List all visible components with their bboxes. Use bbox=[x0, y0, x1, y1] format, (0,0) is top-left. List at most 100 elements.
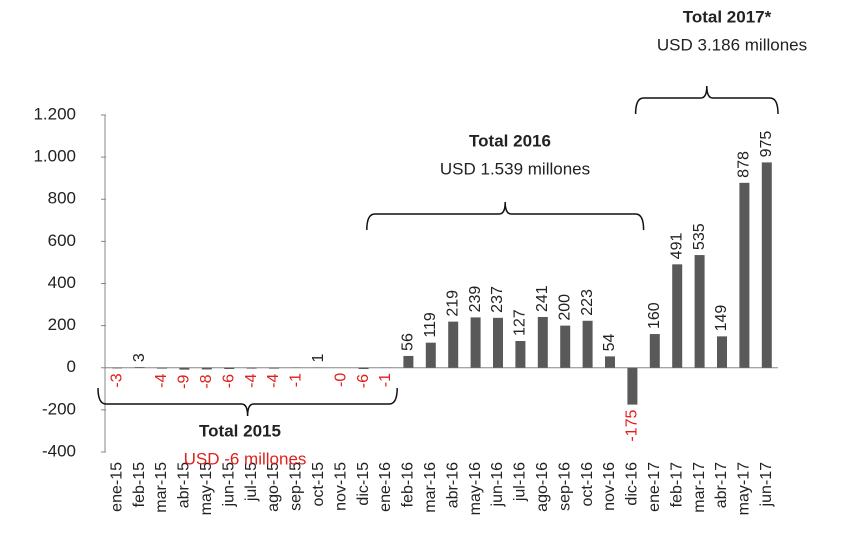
value-label: 119 bbox=[422, 312, 439, 338]
bar bbox=[134, 367, 145, 368]
bar bbox=[717, 336, 727, 368]
bar bbox=[269, 367, 279, 369]
y-tick-label: 400 bbox=[48, 273, 76, 292]
x-tick-label: feb-17 bbox=[668, 462, 685, 507]
value-label: 200 bbox=[556, 294, 573, 321]
bar bbox=[425, 342, 436, 368]
value-label: 219 bbox=[444, 290, 461, 317]
x-tick-label: sep-15 bbox=[288, 462, 305, 511]
value-label: 975 bbox=[758, 131, 775, 158]
bar bbox=[649, 334, 660, 368]
x-tick-label: jul-16 bbox=[512, 462, 529, 502]
x-tick-label: oct-16 bbox=[579, 462, 596, 507]
x-tick-label: dic-16 bbox=[624, 462, 641, 506]
x-tick-label: ene-16 bbox=[377, 462, 394, 512]
value-label: -0 bbox=[332, 373, 349, 387]
value-label: 491 bbox=[668, 233, 685, 260]
x-tick-label: may-17 bbox=[736, 462, 753, 515]
x-tick-label: abr-17 bbox=[713, 462, 730, 508]
annotation-title: Total 2017* bbox=[683, 7, 772, 26]
x-tick-label: mar-16 bbox=[422, 462, 439, 513]
y-tick-label: 1.000 bbox=[33, 147, 76, 166]
bar bbox=[403, 355, 414, 368]
annotation-text: USD 1.539 millones bbox=[440, 159, 590, 178]
y-tick-label: 0 bbox=[67, 357, 76, 376]
bar bbox=[157, 367, 167, 369]
annotation-title: Total 2015 bbox=[199, 421, 281, 440]
value-label: -4 bbox=[243, 373, 260, 387]
x-tick-label: feb-16 bbox=[400, 462, 417, 507]
x-tick-label: jun-16 bbox=[489, 462, 506, 508]
bar bbox=[493, 317, 503, 368]
value-label: -1 bbox=[377, 373, 394, 387]
y-tick-label: 800 bbox=[48, 189, 76, 208]
bar bbox=[761, 162, 772, 368]
x-tick-label: sep-16 bbox=[556, 462, 573, 511]
x-tick-label: nov-15 bbox=[332, 462, 349, 511]
value-label: -6 bbox=[355, 374, 372, 388]
value-label: 56 bbox=[400, 333, 417, 351]
annotation-text: USD -6 millones bbox=[184, 449, 307, 468]
value-label: -175 bbox=[624, 410, 641, 442]
x-tick-label: may-15 bbox=[198, 462, 215, 515]
bar bbox=[112, 367, 123, 369]
x-tick-label: may-16 bbox=[467, 462, 484, 515]
bar bbox=[627, 367, 638, 405]
annotation-title: Total 2016 bbox=[469, 131, 551, 150]
x-tick-label: ene-17 bbox=[646, 462, 663, 512]
bar bbox=[672, 264, 683, 368]
value-label: -8 bbox=[198, 374, 215, 388]
x-tick-label: nov-16 bbox=[601, 462, 618, 511]
value-label: 149 bbox=[713, 305, 730, 332]
bar bbox=[582, 320, 593, 368]
value-label: 878 bbox=[736, 151, 753, 178]
annotation-text: USD 3.186 millones bbox=[657, 35, 807, 54]
y-tick-label: 1.200 bbox=[33, 104, 76, 123]
x-tick-label: abr-15 bbox=[176, 462, 193, 508]
brace bbox=[97, 387, 398, 417]
bar bbox=[448, 321, 459, 368]
bar bbox=[739, 182, 750, 368]
y-tick-label: -400 bbox=[42, 441, 76, 460]
brace bbox=[366, 201, 645, 231]
bar bbox=[201, 367, 212, 370]
value-label: -9 bbox=[176, 375, 193, 389]
bar bbox=[470, 317, 481, 368]
x-tick-label: mar-17 bbox=[691, 462, 708, 513]
value-label: 239 bbox=[467, 286, 484, 313]
x-tick-label: jul-15 bbox=[243, 462, 260, 502]
value-label: 127 bbox=[512, 309, 529, 336]
value-label: -1 bbox=[288, 373, 305, 387]
value-label: 223 bbox=[579, 289, 596, 316]
x-tick-label: ago-16 bbox=[534, 462, 551, 512]
x-tick-label: oct-15 bbox=[310, 462, 327, 507]
value-label: -4 bbox=[153, 373, 170, 387]
value-label: 54 bbox=[601, 333, 618, 351]
bar bbox=[537, 316, 548, 368]
x-tick-label: mar-15 bbox=[153, 462, 170, 513]
x-tick-label: dic-15 bbox=[355, 462, 372, 506]
value-label: 237 bbox=[489, 286, 506, 313]
bar bbox=[358, 367, 369, 370]
value-label: -4 bbox=[265, 373, 282, 387]
x-tick-label: ene-15 bbox=[108, 462, 125, 512]
bar bbox=[224, 367, 235, 370]
value-label: -6 bbox=[220, 374, 237, 388]
x-tick-label: feb-15 bbox=[131, 462, 148, 507]
value-label: 3 bbox=[131, 353, 148, 362]
y-tick-label: -200 bbox=[42, 399, 76, 418]
x-tick-label: jun-15 bbox=[220, 462, 237, 508]
bar bbox=[515, 341, 526, 368]
x-tick-label: jun-17 bbox=[758, 462, 775, 508]
y-tick-label: 600 bbox=[48, 231, 76, 250]
bar bbox=[694, 255, 705, 368]
value-label: 1 bbox=[310, 354, 327, 363]
bar bbox=[605, 356, 615, 368]
bar bbox=[179, 367, 190, 370]
bar bbox=[246, 367, 257, 369]
x-tick-label: ago-15 bbox=[265, 462, 282, 512]
value-label: 241 bbox=[534, 285, 551, 312]
x-tick-label: abr-16 bbox=[444, 462, 461, 508]
y-tick-label: 200 bbox=[48, 315, 76, 334]
